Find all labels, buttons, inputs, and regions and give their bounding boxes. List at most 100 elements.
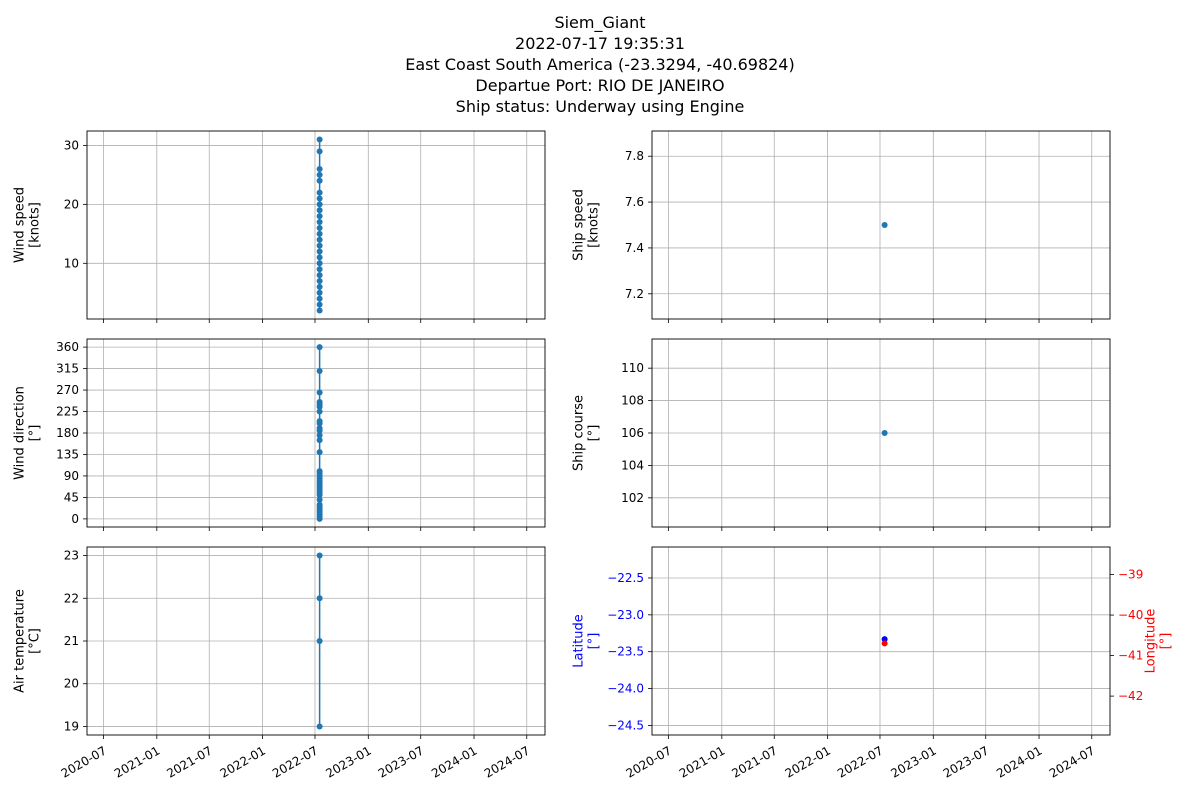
data-point: [316, 638, 323, 644]
chart-panel-1: 7.2 7.4 7.6 7.8 Ship speed [knots]: [572, 130, 1111, 323]
y-right-tick-label: −39: [1118, 568, 1143, 582]
y-tick-label: 315: [56, 362, 79, 376]
y-tick-label: 30: [64, 138, 79, 152]
y-tick-label: 45: [64, 490, 79, 504]
data-point: [316, 207, 323, 214]
data-point: [881, 430, 888, 436]
data-point: [316, 224, 323, 231]
data-point: [316, 295, 323, 302]
data-point: [316, 277, 323, 284]
y-tick-label: 7.2: [625, 287, 644, 301]
chart-panel-5: 2020-07 2021-01 2021-07 2022-01 2022-07 2023-…: [572, 546, 1174, 781]
data-point: [316, 283, 323, 290]
data-point: [316, 177, 323, 184]
data-point: [316, 189, 323, 196]
y-axis-label: [°]: [587, 425, 602, 442]
data-point: [316, 408, 323, 415]
data-point: [316, 301, 323, 308]
y-tick-label: 10: [64, 256, 79, 270]
data-point: [316, 166, 323, 173]
y-axis-label: Ship speed: [572, 189, 587, 261]
data-point: [316, 236, 323, 243]
y-tick-label: 7.8: [625, 149, 644, 163]
y-axis-label: Wind direction: [13, 386, 28, 480]
x-tick-label: 2024-01: [429, 743, 479, 780]
x-tick-label: 2023-01: [888, 743, 938, 780]
x-tick-label: 2023-07: [941, 743, 991, 780]
data-point: [316, 171, 323, 178]
axes-frame: [651, 338, 1111, 528]
axes-frame: [86, 338, 546, 528]
y-tick-label: −24.5: [607, 718, 644, 732]
y-tick-label: 360: [56, 340, 79, 354]
data-point: [316, 449, 323, 456]
data-point: [881, 640, 888, 647]
data-point: [316, 195, 323, 202]
axes-frame: [86, 546, 546, 736]
y-tick-label: −22.5: [607, 571, 644, 585]
y-axis-label: Latitude: [572, 614, 587, 668]
data-point: [316, 289, 323, 296]
y-tick-label: 7.6: [625, 195, 644, 209]
title-ship-status: Ship status: Underway using Engine: [455, 97, 745, 116]
x-tick-label: 2022-07: [835, 743, 885, 780]
title-departure-port: Departue Port: RIO DE JANEIRO: [475, 76, 725, 95]
y-right-tick-label: −41: [1118, 649, 1143, 663]
y-tick-label: 19: [64, 719, 79, 733]
data-point: [316, 468, 323, 475]
data-point: [316, 230, 323, 237]
x-tick-label: 2021-01: [112, 743, 162, 780]
y-tick-label: 20: [64, 677, 79, 691]
chart-panel-3: 102 104 106 108 110 Ship course [°]: [572, 338, 1111, 531]
x-tick-label: 2024-07: [1047, 743, 1097, 780]
data-point: [316, 148, 323, 155]
y-tick-label: 135: [56, 447, 79, 461]
data-point: [316, 501, 323, 508]
x-tick-label: 2022-01: [783, 743, 833, 780]
title-ship-name: Siem_Giant: [554, 13, 646, 32]
y-axis-label: [°]: [28, 425, 43, 442]
y-tick-label: 270: [56, 383, 79, 397]
data-point: [316, 389, 323, 396]
y-right-axis-label: [°]: [1159, 633, 1174, 650]
data-point: [316, 219, 323, 226]
data-point: [316, 272, 323, 279]
data-point: [316, 248, 323, 255]
data-point: [316, 307, 323, 314]
y-tick-label: 21: [64, 634, 79, 648]
y-tick-label: 0: [71, 512, 79, 526]
x-tick-label: 2020-07: [59, 743, 109, 780]
y-tick-label: 106: [621, 426, 644, 440]
chart-panel-4: 2020-07 2021-01 2021-07 2022-01 2022-07 2023-…: [13, 546, 546, 781]
axes-frame: [86, 130, 546, 320]
y-tick-label: 90: [64, 469, 79, 483]
data-point: [316, 344, 323, 351]
x-tick-label: 2022-01: [218, 743, 268, 780]
data-point: [316, 201, 323, 208]
axes-frame: [651, 130, 1111, 320]
data-point: [316, 213, 323, 220]
data-point: [316, 242, 323, 249]
data-point: [316, 437, 323, 444]
y-tick-label: 108: [621, 394, 644, 408]
data-point: [316, 254, 323, 261]
y-tick-label: −23.5: [607, 645, 644, 659]
y-axis-label: Air temperature: [13, 589, 28, 693]
x-tick-label: 2023-07: [376, 743, 426, 780]
data-point: [316, 260, 323, 267]
y-axis-label: [°]: [587, 633, 602, 650]
y-axis-label: [°C]: [28, 628, 43, 654]
x-tick-label: 2020-07: [624, 743, 674, 780]
x-tick-label: 2024-01: [994, 743, 1044, 780]
y-tick-label: −24.0: [607, 682, 644, 696]
data-point: [316, 136, 323, 143]
y-tick-label: 110: [621, 361, 644, 375]
data-point: [316, 266, 323, 273]
x-tick-label: 2023-01: [323, 743, 373, 780]
x-tick-label: 2021-07: [164, 743, 214, 780]
x-tick-label: 2021-01: [677, 743, 727, 780]
data-point: [316, 595, 323, 602]
data-point: [316, 398, 323, 405]
chart-panel-0: 10 20 30 Wind speed [knots]: [13, 130, 546, 323]
